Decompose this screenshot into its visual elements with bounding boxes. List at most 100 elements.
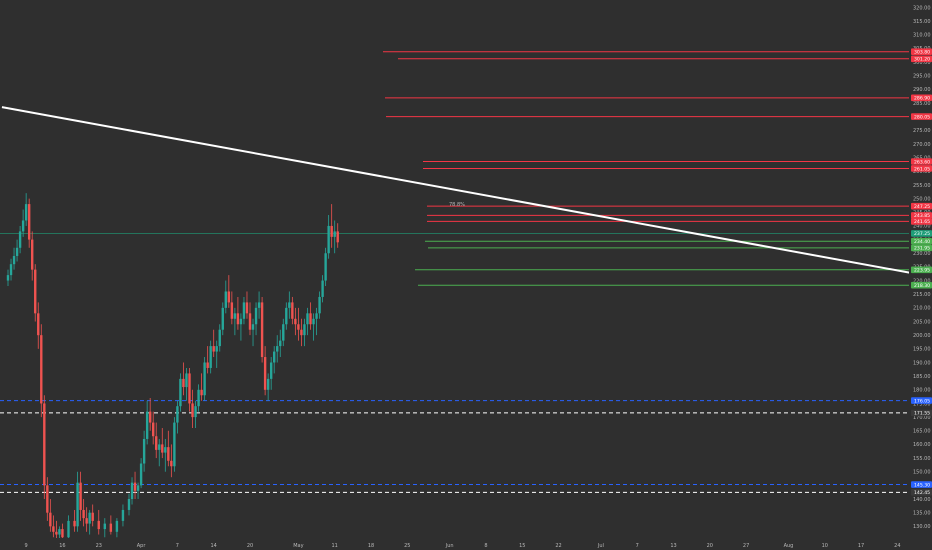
price-tag-dashed_white-text: 142.45 [914,490,930,496]
candle [173,417,176,472]
price-tag-resistance-box [911,202,932,210]
price-tag-resistance-box [911,165,932,172]
candle-body [40,335,43,404]
price-tag-resistance-box [911,113,932,120]
candle [288,291,291,319]
y-tick-label: 190.00 [913,360,931,366]
candle [121,504,125,527]
candle-body [285,307,288,325]
candle [291,296,294,325]
candle [212,329,215,358]
candle-body [31,239,34,270]
candle-body [260,302,264,358]
price-tag-resistance-text: 247.25 [914,204,930,210]
price-axis[interactable] [909,0,932,550]
candle-body [18,231,22,248]
candle [206,346,209,374]
candle-body [91,512,94,521]
price-tag-resistance-text: 243.85 [914,213,930,219]
x-tick-label: Jun [445,543,454,549]
price-tag-resistance: 303.80 [911,48,932,56]
candle-body [73,520,76,527]
candle [73,509,76,532]
candle [9,258,13,281]
candle [215,340,218,368]
y-tick-label: 295.00 [913,74,931,80]
candle [109,515,113,535]
price-tag-support-box [911,281,932,289]
candle [18,225,22,254]
x-tick-label: 11 [332,543,338,549]
candle [179,373,182,412]
price-tag-support-box [911,244,932,252]
price-tag-dashed_white-box [911,489,932,496]
candle [21,209,25,237]
candle-body [245,302,249,314]
candle-body [15,247,19,256]
candle-body [203,362,206,396]
candle-body [179,378,182,407]
candle [200,373,203,401]
candle-body [321,280,324,297]
candle [227,275,231,308]
y-tick-label: 195.00 [913,347,931,353]
candle-body [109,523,113,532]
price-tag-support: 223.95 [911,266,932,274]
price-tag-resistance-box [911,158,932,165]
x-tick-label: 20 [707,543,713,549]
candle-body [21,220,25,232]
candle [79,471,82,521]
candle [34,264,37,322]
candle [115,518,119,538]
candle-body [34,269,37,314]
candle [309,302,312,330]
candle [170,444,173,478]
candle-body [215,346,218,352]
candle [27,198,31,248]
y-tick-label: 285.00 [913,101,931,107]
candle [158,438,161,467]
candle-body [97,520,100,530]
candle [88,509,91,535]
candle-body [200,389,203,396]
candle [67,515,70,540]
candle-body [251,324,255,330]
candle [251,318,255,347]
candle-body [161,444,164,453]
candle-body [266,378,270,390]
candle-body [121,509,125,521]
price-tag-resistance-text: 303.80 [914,50,930,56]
price-tag-resistance-box [911,48,932,56]
candle [176,400,179,434]
candle-body [239,318,243,325]
y-tick-label: 180.00 [913,388,931,394]
price-tag-resistance-text: 241.65 [914,219,930,225]
candle-body [164,447,167,453]
candle-body [115,520,119,532]
time-axis-background [0,538,932,550]
y-tick-label: 175.00 [913,401,931,407]
candle-body [194,406,197,418]
candle [55,520,58,540]
x-tick-label: 9 [25,543,28,549]
price-tag-support-text: 218.30 [914,283,930,289]
candle [145,400,149,445]
price-tag-resistance-text: 261.05 [914,166,930,172]
candle-body [9,264,13,276]
candle [209,340,212,374]
y-tick-label: 230.00 [913,251,931,257]
candle [266,373,270,401]
trendline[interactable] [1,106,916,275]
time-axis[interactable]: 9 16 23 Apr 7 14 20 May 11 18 25 Jun 8 15 22 Jul 7 13 20 27… [0,538,932,550]
candle [85,507,88,532]
candle-body [273,351,276,363]
candle [279,329,282,358]
candle [155,422,158,459]
y-tick-label: 300.00 [913,60,931,66]
candle [318,291,321,319]
x-tick-label: 17 [858,543,864,549]
candle-body [176,406,179,423]
price-tag-resistance-box [911,212,932,219]
candle [269,357,273,390]
